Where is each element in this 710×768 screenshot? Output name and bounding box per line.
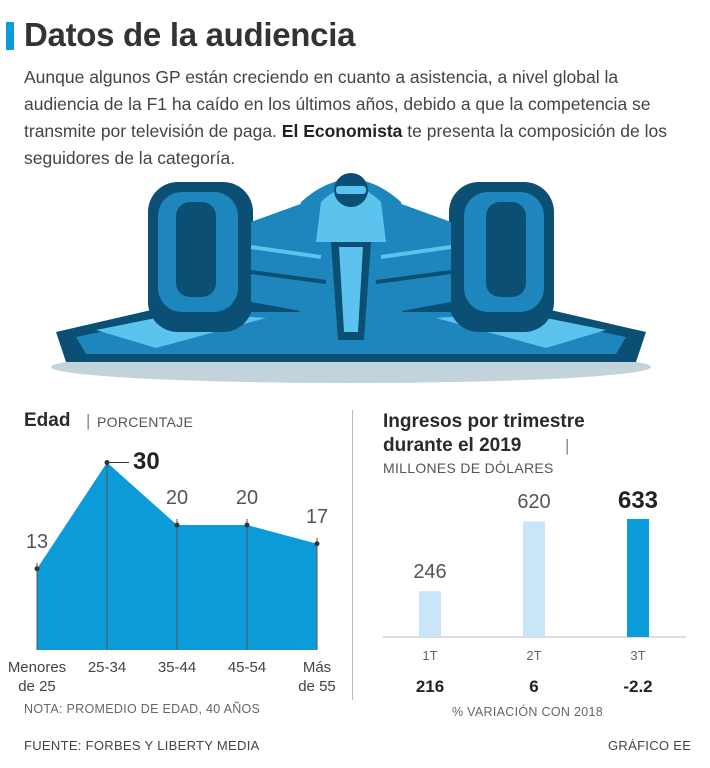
age-value-label: 20 <box>235 487 259 509</box>
age-category-text: 35-44 <box>157 659 197 676</box>
graphic-credit: GRÁFICO EE <box>608 738 692 753</box>
f1-car-icon <box>51 173 651 383</box>
revenue-title-line2: durante el 2019 <box>383 435 522 456</box>
age-category-text: de 55 <box>298 678 336 695</box>
age-value-label: 30 <box>133 447 160 475</box>
revenue-bar <box>419 591 441 637</box>
age-category-label: 35-44 <box>137 658 217 677</box>
source-note: FUENTE: FORBES Y LIBERTY MEDIA <box>24 738 260 753</box>
revenue-variation-value: 216 <box>415 677 445 696</box>
age-point <box>244 522 250 528</box>
revenue-value-label: 620 <box>517 491 551 514</box>
age-category-label: Más de 55 <box>277 658 357 696</box>
age-category-label: Menores de 25 <box>0 658 77 696</box>
revenue-quarter-label: 3T <box>630 648 646 663</box>
page-title: Datos de la audiencia <box>24 16 356 53</box>
revenue-title-separator: | <box>565 436 570 455</box>
intro-brand: El Economista <box>281 121 403 141</box>
age-category-text: 45-54 <box>227 659 267 676</box>
intro-text-2: te presenta la composición de los seguid… <box>24 121 667 168</box>
age-category-text: Más <box>302 659 332 676</box>
title-accent-bar <box>6 22 14 50</box>
revenue-chart-title: Ingresos por trimestre durante el 2019 <box>383 410 683 458</box>
revenue-bar <box>523 521 545 637</box>
age-category-label: 45-54 <box>207 658 287 677</box>
age-value-label: 20 <box>165 487 189 509</box>
variation-caption: % VARIACIÓN CON 2018 <box>452 705 603 719</box>
revenue-value-label: 633 <box>617 487 659 514</box>
panel-divider <box>352 410 353 700</box>
revenue-variation-value: -2.2 <box>623 677 653 696</box>
revenue-bar <box>627 519 649 637</box>
age-chart-title: Edad <box>24 410 71 431</box>
age-title-separator: | <box>86 411 91 430</box>
intro-text-1: Aunque algunos GP están creciendo en cua… <box>24 67 651 141</box>
revenue-variation-value: 6 <box>529 677 539 696</box>
age-point <box>34 566 40 572</box>
age-point <box>314 541 320 547</box>
age-note: NOTA: PROMEDIO DE EDAD, 40 AÑOS <box>24 702 261 716</box>
revenue-chart-subtitle: MILLONES DE DÓLARES <box>383 460 554 476</box>
revenue-quarter-label: 2T <box>526 648 542 663</box>
revenue-title-line1: Ingresos por trimestre <box>383 411 585 432</box>
revenue-value-label: 246 <box>413 561 447 584</box>
age-value-label: 13 <box>25 530 49 553</box>
age-point <box>174 522 180 528</box>
age-category-text: de 25 <box>18 678 56 695</box>
age-value-label: 17 <box>305 505 329 528</box>
revenue-quarter-label: 1T <box>422 648 438 663</box>
age-category-text: 25-34 <box>87 659 127 676</box>
age-category-text: Menores <box>7 659 67 676</box>
intro-paragraph: Aunque algunos GP están creciendo en cua… <box>24 64 694 172</box>
age-category-label: 25-34 <box>67 658 147 677</box>
age-chart-subtitle: PORCENTAJE <box>97 414 194 430</box>
